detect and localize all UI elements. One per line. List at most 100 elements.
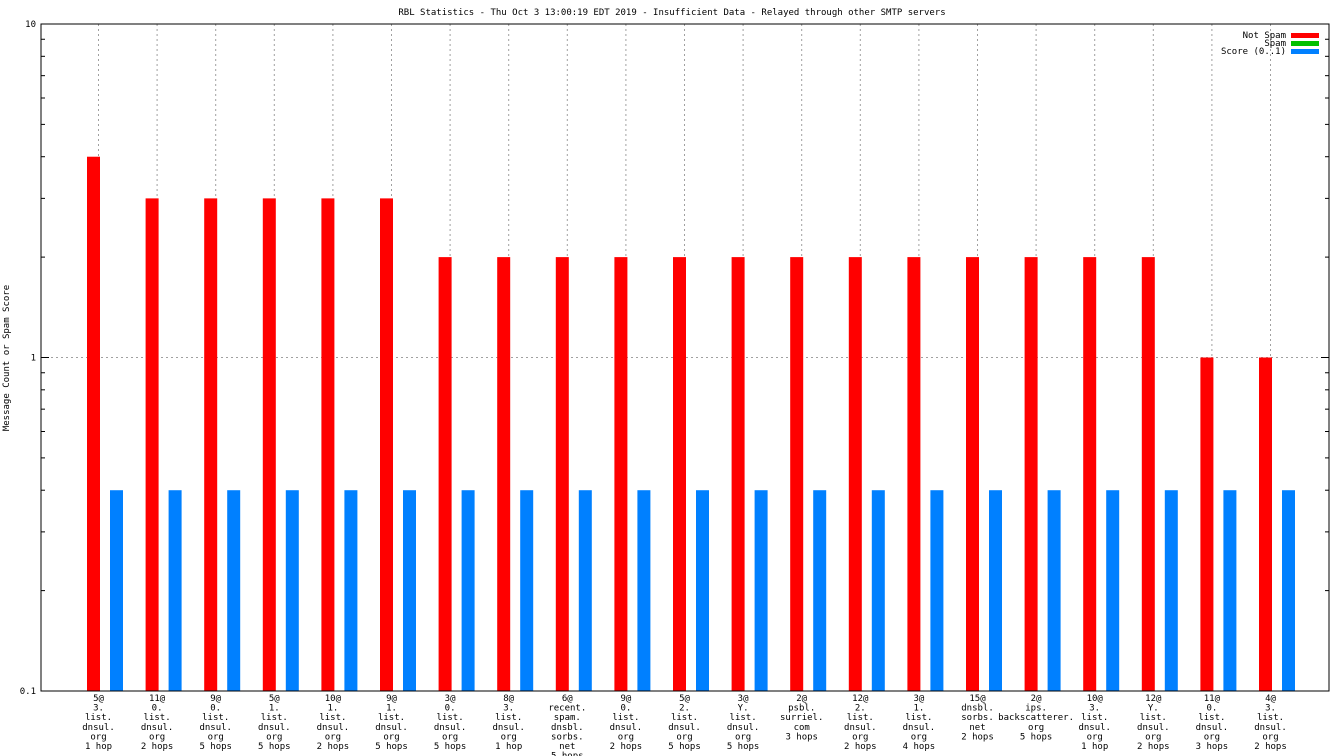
x-tick-label-line: list. bbox=[378, 713, 405, 723]
bar bbox=[1164, 490, 1178, 691]
x-tick-label-line: org bbox=[618, 732, 634, 742]
x-tick-label-line: 12@ bbox=[852, 694, 869, 704]
x-tick-label-line: 12@ bbox=[1145, 694, 1162, 704]
bar bbox=[1024, 257, 1038, 691]
bar bbox=[168, 490, 182, 691]
x-tick-label-line: dnsul. bbox=[727, 723, 760, 733]
bar bbox=[262, 198, 276, 691]
bar bbox=[403, 490, 416, 691]
x-tick-label-line: 3. bbox=[503, 704, 514, 714]
x-tick-label: 2@ ips. backscatterer. org 5 hops bbox=[998, 694, 1074, 742]
x-tick-label-line: dnsul. bbox=[199, 723, 232, 733]
x-tick-label-line: 15@ bbox=[969, 694, 986, 704]
bar bbox=[1141, 257, 1155, 691]
x-tick-label-line: 4@ bbox=[1265, 694, 1276, 704]
x-tick-label-line: Y. bbox=[738, 704, 749, 714]
x-tick-label-line: org bbox=[676, 732, 692, 742]
x-tick-label-line: sorbs. bbox=[961, 713, 994, 723]
x-tick-label-line: 3 hops bbox=[785, 732, 818, 742]
x-tick-label: 5@ 1. list. dnsul. org 5 hops bbox=[258, 694, 291, 752]
x-tick-label-line: 5 hops bbox=[258, 742, 291, 752]
x-tick-label: 5@ 3. list. dnsul. org 1 hop bbox=[82, 694, 115, 752]
x-tick-label-line: dnsul. bbox=[844, 723, 877, 733]
legend-label: Spam bbox=[1264, 39, 1286, 49]
x-tick-label: 9@ 1. list. dnsul. org 5 hops bbox=[375, 694, 408, 752]
x-tick-label-line: 5@ bbox=[269, 694, 280, 704]
bar bbox=[110, 490, 123, 691]
x-tick-label-line: 10@ bbox=[325, 694, 342, 704]
axis-ticks: 10 1 0.1 bbox=[20, 20, 1329, 697]
bar bbox=[578, 490, 592, 691]
bar bbox=[848, 257, 862, 691]
bar bbox=[1259, 357, 1272, 691]
x-tick-label-line: list. bbox=[261, 713, 288, 723]
x-tick-label-line: 1. bbox=[386, 704, 397, 714]
x-tick-label-line: 3@ bbox=[913, 694, 924, 704]
x-tick-label: 10@ 3. list. dnsul. org 1 hop bbox=[1078, 694, 1111, 752]
x-tick-label: 3@ Y. list. dnsul. org 5 hops bbox=[727, 694, 760, 752]
bar bbox=[731, 257, 745, 691]
bar bbox=[813, 490, 827, 691]
x-tick-label-line: list. bbox=[1198, 713, 1225, 723]
x-tick-label-line: 1 hop bbox=[495, 742, 522, 752]
x-tick-label-line: list. bbox=[437, 713, 464, 723]
legend-swatch bbox=[1291, 33, 1319, 38]
x-tick-label: 11@ 0. list. dnsul. org 3 hops bbox=[1196, 694, 1229, 752]
x-tick-label-line: dnsul. bbox=[375, 723, 408, 733]
x-tick-label-line: dnsul. bbox=[82, 723, 115, 733]
x-tick-label-line: spam. bbox=[554, 713, 581, 723]
x-tick-label: 12@ 2. list. dnsul. org 2 hops bbox=[844, 694, 877, 752]
x-tick-label-line: list. bbox=[612, 713, 639, 723]
x-tick-label-line: dnsul. bbox=[434, 723, 467, 733]
x-tick-label-line: 5 hops bbox=[375, 742, 408, 752]
x-tick-label-line: org bbox=[1145, 732, 1161, 742]
x-tick-label-line: 1. bbox=[269, 704, 280, 714]
bar bbox=[966, 257, 979, 691]
x-tick-label: 10@ 1. list. dnsul. org 2 hops bbox=[317, 694, 350, 752]
x-tick-label-line: list. bbox=[202, 713, 229, 723]
y-tick-label: 1 bbox=[31, 354, 36, 364]
bars bbox=[87, 156, 1295, 691]
x-tick-label-line: list. bbox=[1081, 713, 1108, 723]
x-tick-label-line: 3@ bbox=[445, 694, 456, 704]
x-tick-label-line: 5 hops bbox=[551, 752, 584, 756]
x-tick-label-line: org bbox=[149, 732, 165, 742]
x-tick-label: 12@ Y. list. dnsul. org 2 hops bbox=[1137, 694, 1170, 752]
x-tick-label: 3@ 0. list. dnsul. org 5 hops bbox=[434, 694, 467, 752]
x-tick-label-line: org bbox=[911, 732, 927, 742]
x-tick-label-line: list. bbox=[1257, 713, 1284, 723]
x-tick-label-line: 10@ bbox=[1087, 694, 1104, 704]
x-tick-label-line: 0. bbox=[445, 704, 456, 714]
x-tick-label-line: 9@ bbox=[210, 694, 221, 704]
x-tick-label-line: 0. bbox=[620, 704, 631, 714]
y-axis-label: Message Count or Spam Score bbox=[2, 285, 12, 431]
bar bbox=[1047, 490, 1061, 691]
bar bbox=[497, 257, 511, 691]
x-tick-label-line: surriel. bbox=[780, 713, 823, 723]
x-tick-label-line: 2 hops bbox=[317, 742, 350, 752]
x-tick-label-line: org bbox=[852, 732, 868, 742]
x-tick-label-line: dnsul. bbox=[668, 723, 701, 733]
bar bbox=[754, 490, 768, 691]
x-tick-label-line: list. bbox=[847, 713, 874, 723]
x-tick-label-line: org bbox=[1262, 732, 1278, 742]
bar bbox=[871, 490, 885, 691]
x-tick-label-line: 5 hops bbox=[1020, 732, 1053, 742]
x-tick-label-line: list. bbox=[319, 713, 346, 723]
bar bbox=[321, 198, 335, 691]
x-tick-label-line: 3. bbox=[1265, 704, 1276, 714]
x-tick-label: 4@ 3. list. dnsul. org 2 hops bbox=[1254, 694, 1287, 752]
bar bbox=[1223, 490, 1237, 691]
legend-swatch bbox=[1291, 41, 1319, 46]
bar bbox=[1083, 257, 1097, 691]
x-tick-label-line: 4 hops bbox=[903, 742, 936, 752]
bar bbox=[520, 490, 534, 691]
x-tick-label: 2@ psbl. surriel. com 3 hops bbox=[780, 694, 823, 742]
x-tick-label: 15@ dnsbl. sorbs. net 2 hops bbox=[961, 694, 994, 742]
x-tick-label-line: 8@ bbox=[503, 694, 514, 704]
bar bbox=[555, 257, 569, 691]
x-tick-label-line: org bbox=[208, 732, 224, 742]
bar bbox=[1106, 490, 1120, 691]
